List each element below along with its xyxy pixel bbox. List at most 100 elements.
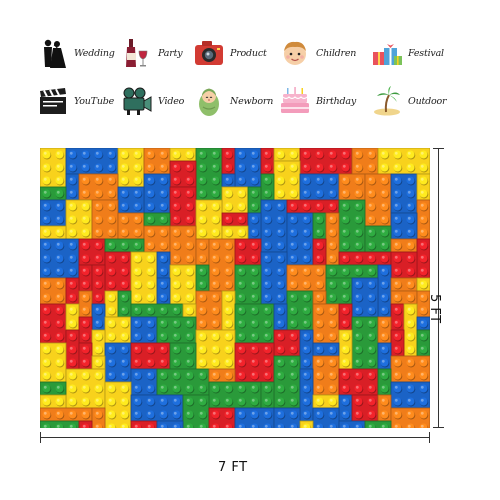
brick [286, 212, 314, 266]
brick [65, 277, 80, 305]
brick [78, 290, 93, 318]
wedding-couple-icon [44, 39, 66, 68]
brick [208, 368, 236, 383]
brick [169, 225, 197, 266]
brick [78, 264, 93, 292]
brick [338, 251, 392, 266]
brick [117, 212, 145, 240]
brick [91, 264, 106, 305]
usage-label-festival: Festival [408, 47, 444, 59]
brick [130, 342, 171, 370]
brick [40, 148, 67, 188]
brick [40, 199, 67, 227]
usage-item-outdoor: Outdoor [370, 84, 447, 118]
brick [195, 199, 223, 240]
brick [338, 368, 379, 396]
brick [377, 342, 392, 370]
brick [40, 407, 93, 422]
video-camera-icon [123, 87, 152, 115]
brick [312, 303, 340, 344]
gift-boxes-icon [373, 44, 402, 65]
brick [390, 303, 405, 331]
brick [351, 277, 379, 318]
usage-label-wedding: Wedding [74, 47, 115, 59]
brick [260, 251, 288, 305]
brick [403, 303, 418, 357]
brick [338, 173, 366, 201]
brick [390, 407, 430, 428]
brick [312, 342, 340, 357]
brick [91, 199, 119, 240]
brick [65, 173, 80, 201]
brick [130, 394, 184, 422]
brick [377, 394, 392, 422]
brick [156, 277, 171, 305]
brick [78, 173, 119, 201]
brick [104, 251, 132, 292]
brick [40, 238, 80, 279]
brick [221, 186, 249, 214]
usage-label-video: Video [158, 95, 185, 107]
brick [40, 394, 67, 409]
birthday-cake-icon [281, 87, 309, 113]
brick [169, 264, 197, 305]
height-dimension-tick-bottom [433, 427, 444, 428]
usage-label-children: Children [316, 47, 357, 59]
brick [143, 148, 171, 175]
brick [234, 148, 262, 188]
brick [221, 173, 236, 188]
child-face-icon [284, 41, 306, 65]
brick [65, 303, 80, 331]
brick [169, 342, 197, 370]
width-dimension-tick-left [40, 432, 41, 443]
brick [169, 160, 197, 188]
usage-item-product: Product [192, 36, 267, 70]
brick [91, 407, 106, 428]
brick [416, 238, 430, 279]
brick [390, 355, 430, 383]
brick [299, 420, 314, 428]
brick [156, 251, 171, 279]
brick [260, 199, 288, 253]
brick [104, 290, 119, 318]
brick [338, 199, 366, 253]
brick [143, 173, 171, 214]
brick [377, 264, 392, 318]
usage-label-birthday: Birthday [316, 95, 357, 107]
brick [195, 238, 210, 266]
brick [338, 394, 353, 422]
brick [208, 381, 262, 409]
brick [351, 316, 379, 370]
brick [130, 420, 158, 428]
brick [40, 342, 67, 383]
brick [325, 277, 353, 305]
brick [338, 329, 353, 370]
usage-label-outdoor: Outdoor [408, 95, 447, 107]
brick [286, 290, 314, 331]
brick [156, 316, 197, 344]
brick [221, 225, 249, 240]
brick [338, 420, 366, 428]
brick [65, 199, 93, 240]
brick [312, 238, 327, 266]
brick [156, 368, 210, 396]
brick [40, 420, 80, 428]
brick [117, 186, 145, 214]
brick [377, 368, 392, 396]
brick [325, 264, 379, 279]
brick-backdrop [40, 148, 430, 428]
brick [195, 264, 210, 292]
brick [260, 148, 275, 175]
brick [169, 186, 197, 227]
brick [78, 342, 93, 370]
brick [104, 342, 132, 383]
brick [221, 148, 236, 175]
usage-item-newborn: Newborn [192, 84, 273, 118]
brick [143, 212, 171, 227]
height-dimension-label: 5 FT [427, 294, 442, 324]
brick [208, 407, 236, 428]
brick [390, 173, 418, 214]
clapperboard-icon [40, 88, 66, 114]
brick [273, 355, 301, 409]
brick [234, 342, 275, 383]
